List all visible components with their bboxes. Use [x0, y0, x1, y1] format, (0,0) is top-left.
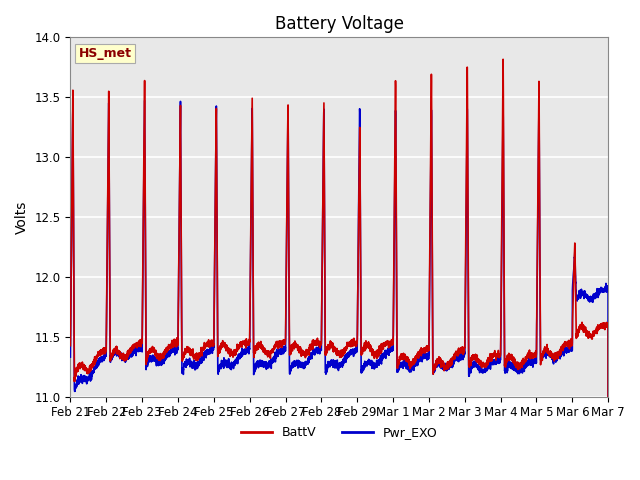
Legend: BattV, Pwr_EXO: BattV, Pwr_EXO: [236, 421, 443, 444]
Text: HS_met: HS_met: [79, 47, 131, 60]
Title: Battery Voltage: Battery Voltage: [275, 15, 404, 33]
Y-axis label: Volts: Volts: [15, 200, 29, 234]
